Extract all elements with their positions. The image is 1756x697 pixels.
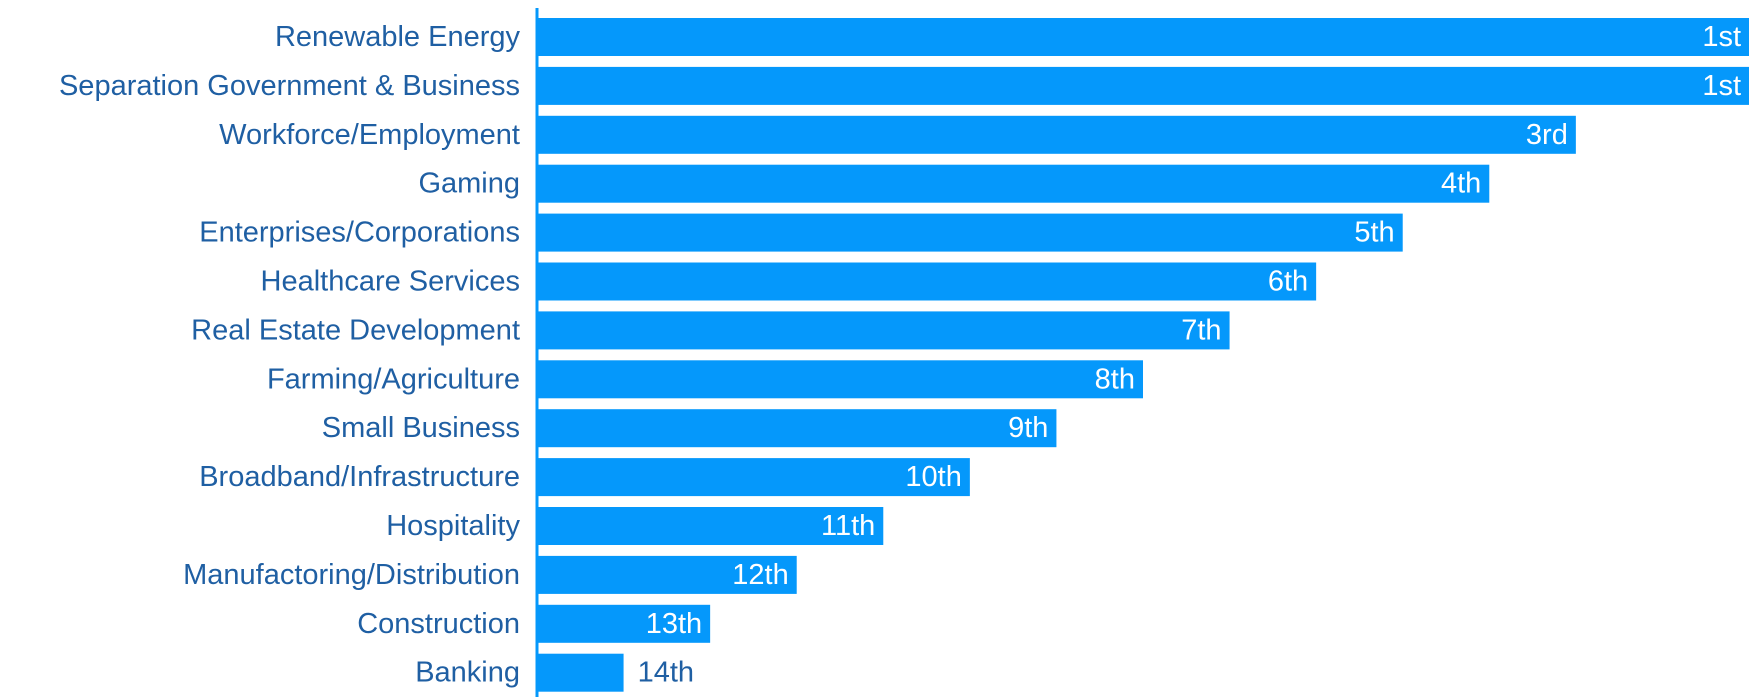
bar [537,18,1749,56]
value-labels: 1st 1st 3rd 4th 5th 6th 7th 8th 9th 10th 11th 12th 1… [638,21,1741,689]
value-label: 13th [646,608,702,640]
value-label: 11th [821,510,875,542]
value-label: 3rd [1526,119,1568,151]
category-label: Small Business [322,412,520,444]
category-label: Construction [357,608,520,640]
value-label: 5th [1354,217,1394,249]
value-label: 4th [1441,168,1481,200]
category-label: Renewable Energy [275,21,521,53]
value-label: 8th [1095,363,1135,395]
category-label: Separation Government & Business [59,70,520,102]
bar [537,311,1230,350]
bar [537,409,1057,448]
category-label: Healthcare Services [261,266,521,298]
value-label: 10th [905,461,961,493]
bar [537,115,1576,154]
bar [537,653,624,692]
bar [537,164,1490,203]
bar [537,555,797,594]
bar [537,262,1317,301]
bar [537,604,711,643]
category-labels: Renewable Energy Separation Government & … [59,21,521,689]
category-label: Broadband/Infrastructure [199,461,520,493]
category-label: Farming/Agriculture [267,363,520,395]
value-label: 1st [1702,70,1741,102]
bar [537,458,970,497]
bars-layer [537,18,1749,692]
value-label: 1st [1702,21,1741,53]
bar [537,66,1749,105]
value-label: 14th [638,657,694,689]
category-label: Manufactoring/Distribution [183,559,520,591]
category-label: Workforce/Employment [219,119,520,151]
category-label: Enterprises/Corporations [199,217,520,249]
value-label: 12th [732,559,788,591]
value-label: 7th [1181,314,1221,346]
bar [537,360,1143,399]
bar [537,213,1403,252]
category-label: Banking [415,657,520,689]
bar [537,507,884,545]
category-label: Gaming [418,168,520,200]
category-label: Real Estate Development [191,314,520,346]
value-label: 9th [1008,412,1048,444]
category-label: Hospitality [386,510,520,542]
value-label: 6th [1268,266,1308,298]
